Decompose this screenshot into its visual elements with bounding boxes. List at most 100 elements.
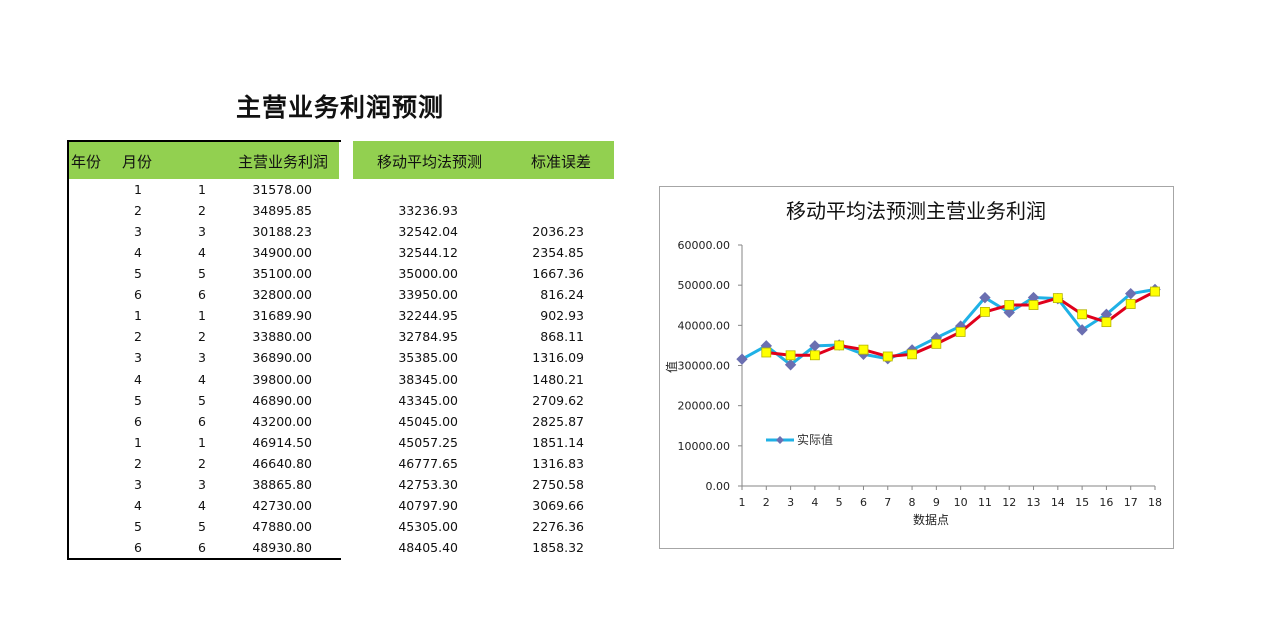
- y-axis-label: 值: [664, 361, 679, 373]
- month-cell: 4: [198, 497, 206, 513]
- profit-cell: 30188.23: [252, 224, 312, 240]
- forecast-point: [785, 350, 796, 361]
- std-error-cell: 1667.36: [532, 266, 584, 282]
- year-cell: 3: [134, 476, 142, 492]
- moving-avg-cell: 40797.90: [398, 497, 458, 513]
- year-cell: 6: [134, 287, 142, 303]
- forecast-point: [980, 306, 990, 317]
- moving-avg-cell: 46777.65: [398, 455, 458, 471]
- y-tick-label: 50000.00: [678, 279, 731, 292]
- month-cell: 5: [198, 266, 206, 282]
- x-axis-label: 数据点: [913, 512, 949, 527]
- actual-point: [1124, 287, 1137, 300]
- table-header-left: 年份 月份 主营业务利润: [68, 141, 339, 179]
- table-row: 1 1 31578.00: [0, 180, 620, 201]
- year-cell: 3: [134, 350, 142, 366]
- year-cell: 1: [134, 182, 142, 197]
- std-error-cell: 816.24: [540, 287, 584, 303]
- forecast-point: [882, 351, 893, 362]
- actual-point: [784, 359, 797, 371]
- month-cell: 1: [198, 434, 206, 450]
- year-cell: 5: [134, 392, 142, 408]
- x-tick-label: 2: [763, 496, 770, 509]
- profit-cell: 35100.00: [252, 266, 312, 282]
- profit-cell: 32800.00: [252, 287, 312, 303]
- series-line-actual: [741, 287, 1156, 367]
- forecast-point: [1101, 317, 1112, 328]
- profit-cell: 39800.00: [252, 371, 312, 387]
- profit-cell: 36890.00: [252, 350, 312, 366]
- x-tick-label: 3: [787, 496, 794, 509]
- std-error-cell: 2825.87: [532, 413, 584, 429]
- std-error-cell: 2709.62: [532, 392, 584, 408]
- table-row: 2 2 46640.80 46777.65 1316.83: [0, 454, 620, 475]
- year-cell: 2: [134, 329, 142, 345]
- forecast-point: [1150, 286, 1160, 297]
- profit-cell: 34895.85: [252, 203, 312, 219]
- forecast-point: [858, 344, 869, 355]
- month-cell: 6: [198, 413, 206, 429]
- legend-marker-actual: [776, 436, 784, 444]
- chart-area: 移动平均法预测主营业务利润 0.00 10000.00 20000.00 30000.…: [659, 186, 1174, 549]
- moving-avg-cell: 45045.00: [398, 413, 458, 429]
- actual-point: [1076, 324, 1088, 336]
- profit-cell: 42730.00: [252, 497, 312, 513]
- month-cell: 3: [198, 476, 206, 492]
- year-cell: 4: [134, 245, 142, 261]
- year-cell: 1: [134, 434, 142, 450]
- month-cell: 5: [198, 392, 206, 408]
- moving-avg-cell: 35385.00: [398, 350, 458, 366]
- y-tick-label: 10000.00: [678, 440, 731, 453]
- table-row: 1 1 46914.50 45057.25 1851.14: [0, 433, 620, 454]
- std-error-cell: 1316.09: [532, 350, 584, 366]
- year-cell: 4: [134, 371, 142, 387]
- y-tick-label: 20000.00: [678, 400, 731, 413]
- table-row: 1 1 31689.90 32244.95 902.93: [0, 306, 620, 327]
- moving-avg-cell: 38345.00: [398, 371, 458, 387]
- year-cell: 5: [134, 518, 142, 534]
- table-row: 3 3 30188.23 32542.04 2036.23: [0, 222, 620, 243]
- moving-avg-cell: 45057.25: [398, 434, 458, 450]
- std-error-cell: 1858.32: [532, 540, 584, 556]
- year-cell: 2: [134, 455, 142, 471]
- x-tick-label: 5: [836, 496, 843, 509]
- header-year: 年份: [71, 153, 102, 171]
- profit-cell: 31689.90: [252, 308, 312, 324]
- x-tick-label: 16: [1099, 496, 1113, 509]
- page-title: 主营业务利润预测: [235, 93, 444, 122]
- year-cell: 6: [134, 540, 142, 556]
- forecast-point: [931, 338, 942, 349]
- moving-avg-cell: 43345.00: [398, 392, 458, 408]
- forecast-point: [1125, 299, 1136, 309]
- moving-avg-cell: 33950.00: [398, 287, 458, 303]
- moving-avg-cell: 32542.04: [398, 224, 458, 240]
- legend-label-actual: 实际值: [797, 432, 833, 447]
- std-error-cell: 1316.83: [532, 455, 584, 471]
- month-cell: 6: [198, 287, 206, 303]
- forecast-point: [834, 340, 845, 351]
- forecast-point: [1077, 309, 1088, 320]
- profit-cell: 34900.00: [252, 245, 312, 261]
- month-cell: 6: [198, 540, 206, 556]
- forecast-point: [1004, 300, 1015, 310]
- profit-cell: 46890.00: [252, 392, 312, 408]
- y-tick-label: 40000.00: [678, 319, 731, 332]
- profit-cell: 33880.00: [252, 329, 312, 345]
- table-row: 3 3 36890.00 35385.00 1316.09: [0, 348, 620, 369]
- forecast-point: [809, 350, 820, 361]
- header-std-error: 标准误差: [531, 153, 592, 171]
- table-row: 5 5 46890.00 43345.00 2709.62: [0, 391, 620, 412]
- x-tick-label: 12: [1002, 496, 1016, 509]
- moving-avg-cell: 32244.95: [398, 308, 458, 324]
- month-cell: 1: [198, 308, 206, 324]
- month-cell: 4: [198, 245, 206, 261]
- forecast-point: [761, 347, 772, 358]
- std-error-cell: 2036.23: [532, 224, 584, 240]
- header-moving-avg: 移动平均法预测: [377, 153, 483, 171]
- y-tick-label: 0.00: [706, 480, 731, 493]
- forecast-point: [907, 349, 917, 360]
- year-cell: 5: [134, 266, 142, 282]
- x-tick-label: 17: [1124, 496, 1138, 509]
- x-tick-label: 11: [978, 496, 992, 509]
- year-cell: 2: [134, 203, 142, 219]
